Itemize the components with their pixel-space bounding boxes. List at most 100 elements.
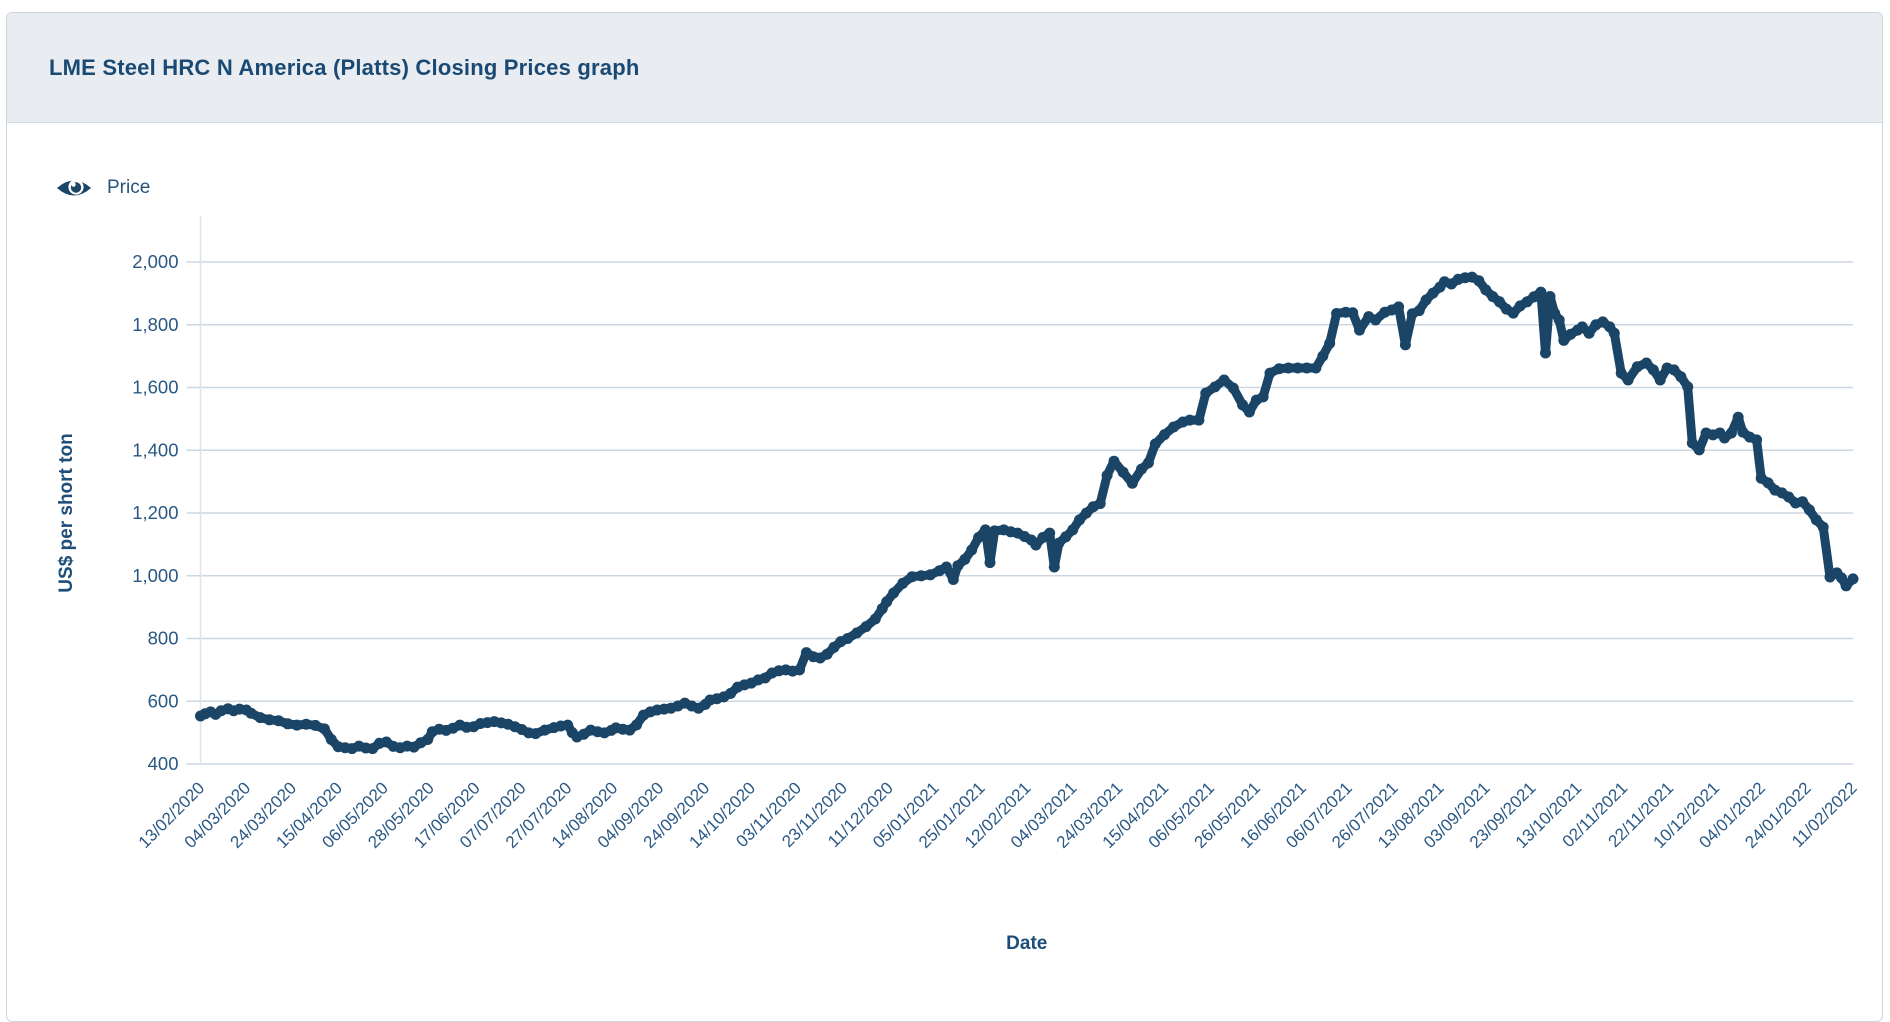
data-point[interactable]	[1725, 427, 1737, 439]
data-point[interactable]	[1218, 374, 1230, 386]
data-point[interactable]	[1654, 374, 1666, 386]
data-point[interactable]	[1301, 362, 1313, 374]
data-point[interactable]	[1044, 527, 1056, 539]
data-point[interactable]	[959, 553, 971, 565]
data-point[interactable]	[1583, 327, 1595, 339]
data-point[interactable]	[1647, 364, 1659, 376]
data-point[interactable]	[1608, 327, 1620, 339]
data-point[interactable]	[1209, 381, 1221, 393]
data-point[interactable]	[1292, 362, 1304, 374]
data-point[interactable]	[1399, 339, 1411, 351]
data-point[interactable]	[1640, 357, 1652, 369]
data-point[interactable]	[1310, 362, 1322, 374]
data-point[interactable]	[1507, 307, 1519, 319]
data-point[interactable]	[245, 707, 257, 719]
data-point[interactable]	[1347, 307, 1359, 319]
data-point[interactable]	[915, 570, 927, 582]
data-point[interactable]	[1108, 455, 1120, 467]
data-point[interactable]	[1553, 314, 1565, 326]
data-point[interactable]	[530, 728, 542, 740]
data-point[interactable]	[860, 621, 872, 633]
data-point[interactable]	[1273, 363, 1285, 375]
data-point[interactable]	[1494, 296, 1505, 308]
data-point[interactable]	[1370, 314, 1382, 326]
data-point[interactable]	[1797, 496, 1808, 508]
data-point[interactable]	[1126, 477, 1138, 489]
data-point[interactable]	[631, 719, 643, 731]
data-point[interactable]	[1420, 294, 1432, 306]
data-point[interactable]	[1257, 391, 1269, 403]
data-point[interactable]	[940, 561, 952, 573]
data-point[interactable]	[1264, 367, 1276, 379]
data-point[interactable]	[1544, 291, 1556, 302]
data-point[interactable]	[539, 724, 551, 736]
data-point[interactable]	[1159, 429, 1170, 441]
data-point[interactable]	[1480, 284, 1492, 296]
data-point[interactable]	[1810, 514, 1822, 526]
data-point[interactable]	[1354, 324, 1365, 336]
data-point[interactable]	[869, 613, 881, 625]
data-point[interactable]	[1237, 399, 1248, 411]
data-point[interactable]	[973, 532, 985, 543]
data-point[interactable]	[1622, 374, 1634, 386]
data-point[interactable]	[1227, 382, 1239, 394]
data-point[interactable]	[1686, 437, 1698, 449]
data-point[interactable]	[1473, 275, 1485, 287]
data-point[interactable]	[1184, 414, 1196, 426]
data-point[interactable]	[881, 596, 893, 608]
data-point[interactable]	[1094, 498, 1106, 510]
data-point[interactable]	[1149, 438, 1161, 450]
data-point[interactable]	[254, 712, 266, 724]
data-point[interactable]	[842, 633, 854, 644]
data-point[interactable]	[1668, 364, 1680, 376]
data-point[interactable]	[1060, 531, 1072, 543]
data-point[interactable]	[1762, 477, 1774, 489]
data-point[interactable]	[325, 734, 337, 745]
data-point[interactable]	[1751, 434, 1763, 446]
data-point[interactable]	[291, 719, 303, 731]
data-point[interactable]	[989, 525, 1001, 537]
data-point[interactable]	[300, 718, 312, 730]
data-point[interactable]	[897, 577, 909, 589]
data-point[interactable]	[794, 664, 805, 676]
price-line-chart[interactable]: 4006008001,0001,2001,4001,6001,8002,0001…	[0, 0, 1890, 978]
data-point[interactable]	[1168, 421, 1180, 433]
data-point[interactable]	[1193, 414, 1205, 426]
data-point[interactable]	[1142, 457, 1154, 469]
data-point[interactable]	[821, 648, 833, 660]
legend-item-price[interactable]: Price	[55, 173, 150, 203]
data-point[interactable]	[966, 544, 978, 556]
data-point[interactable]	[924, 569, 936, 581]
data-point[interactable]	[888, 587, 900, 599]
data-point[interactable]	[906, 571, 918, 583]
data-point[interactable]	[282, 718, 294, 730]
data-point[interactable]	[1117, 466, 1129, 478]
data-point[interactable]	[1101, 469, 1113, 481]
data-point[interactable]	[263, 714, 275, 726]
data-point[interactable]	[1540, 347, 1551, 359]
data-point[interactable]	[1847, 573, 1859, 585]
data-point[interactable]	[1393, 301, 1405, 313]
data-point[interactable]	[1803, 504, 1815, 516]
data-point[interactable]	[1840, 580, 1852, 592]
data-point[interactable]	[318, 723, 330, 735]
data-point[interactable]	[1331, 308, 1343, 319]
data-point[interactable]	[1413, 305, 1425, 317]
data-point[interactable]	[1615, 367, 1627, 379]
data-point[interactable]	[1243, 406, 1255, 418]
data-point[interactable]	[851, 627, 863, 639]
data-point[interactable]	[1048, 561, 1060, 573]
data-point[interactable]	[1282, 362, 1294, 374]
data-point[interactable]	[1693, 444, 1705, 456]
data-point[interactable]	[1067, 524, 1079, 536]
data-point[interactable]	[1030, 539, 1042, 551]
data-point[interactable]	[1324, 337, 1336, 349]
data-point[interactable]	[1200, 387, 1212, 399]
data-point[interactable]	[1682, 381, 1694, 393]
data-point[interactable]	[1675, 371, 1687, 383]
data-point[interactable]	[1074, 514, 1085, 526]
data-point[interactable]	[1732, 411, 1744, 423]
data-point[interactable]	[979, 524, 991, 536]
data-point[interactable]	[1535, 286, 1547, 298]
data-point[interactable]	[984, 557, 996, 569]
